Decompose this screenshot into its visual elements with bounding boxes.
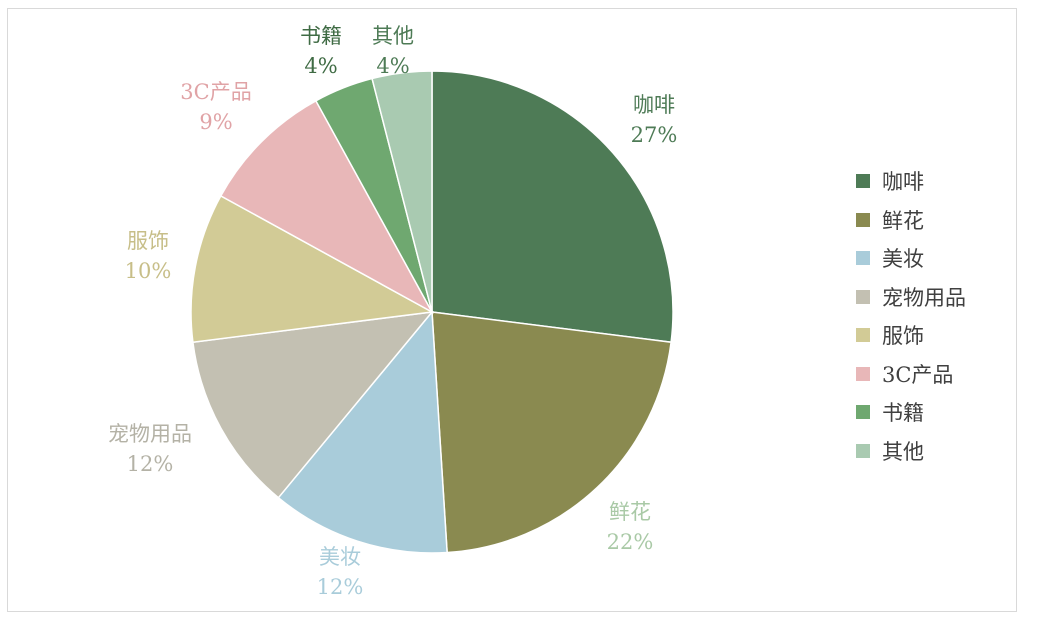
- slice-label-percent: 12%: [316, 575, 364, 599]
- legend-swatch: [856, 443, 870, 458]
- chart-legend: 咖啡鲜花美妆宠物用品服饰 3C产品书籍其他: [856, 162, 966, 470]
- slice-label-percent: 12%: [126, 452, 174, 476]
- legend-swatch: [856, 174, 870, 189]
- slice-label-name: 鲜花: [609, 500, 651, 524]
- legend-item-6: 3C产品: [856, 355, 966, 394]
- slice-label-6: 3C产品 9%: [180, 77, 251, 137]
- slice-label-percent: 27%: [630, 123, 678, 147]
- legend-label: 宠物用品: [882, 285, 966, 310]
- legend-item-3: 美妆: [856, 239, 966, 278]
- slice-label-3: 美妆 12%: [317, 542, 364, 602]
- pie-slice-3: [277, 310, 448, 554]
- slice-label-name: 3C产品: [180, 80, 252, 104]
- pie-slice-5: [190, 194, 435, 344]
- slice-label-name: 宠物用品: [108, 422, 192, 446]
- slice-label-8: 其他 4%: [372, 21, 414, 81]
- slice-label-7: 书籍 4%: [300, 21, 342, 81]
- legend-swatch: [856, 405, 870, 420]
- slice-label-percent: 22%: [606, 530, 654, 554]
- legend-label: 美妆: [882, 247, 924, 272]
- slice-label-percent: 4%: [376, 54, 410, 78]
- legend-item-4: 宠物用品: [856, 278, 966, 317]
- pie-slice-4: [192, 311, 434, 499]
- legend-swatch: [856, 251, 870, 266]
- slice-label-1: 咖啡 27%: [631, 90, 678, 150]
- slice-label-percent: 4%: [304, 54, 338, 78]
- legend-label: 咖啡: [882, 170, 924, 195]
- legend-label: 服饰: [882, 324, 924, 349]
- legend-swatch: [856, 366, 870, 381]
- slice-label-percent: 9%: [199, 110, 233, 134]
- legend-item-2: 鲜花: [856, 201, 966, 240]
- slice-label-name: 书籍: [300, 24, 342, 48]
- legend-label: 其他: [882, 439, 924, 464]
- pie-slice-1: [431, 70, 674, 344]
- legend-label: 3C产品: [882, 362, 954, 387]
- slice-label-name: 美妆: [319, 545, 361, 569]
- pie-slice-2: [431, 311, 672, 554]
- legend-item-8: 其他: [856, 432, 966, 471]
- legend-item-5: 服饰: [856, 316, 966, 355]
- pie-slice-6: [219, 99, 434, 314]
- pie-slice-8: [371, 70, 433, 313]
- slice-label-name: 其他: [372, 24, 414, 48]
- legend-item-7: 书籍: [856, 393, 966, 432]
- slice-label-name: 咖啡: [633, 93, 675, 117]
- legend-swatch: [856, 289, 870, 304]
- legend-swatch: [856, 328, 870, 343]
- slice-label-name: 服饰: [127, 229, 169, 253]
- legend-label: 书籍: [882, 401, 924, 426]
- legend-item-1: 咖啡: [856, 162, 966, 201]
- slice-label-4: 宠物用品 12%: [108, 419, 192, 479]
- legend-swatch: [856, 212, 870, 227]
- legend-label: 鲜花: [882, 208, 924, 233]
- slice-label-5: 服饰 10%: [125, 226, 172, 286]
- slice-label-percent: 10%: [124, 259, 172, 283]
- slice-label-2: 鲜花 22%: [607, 497, 654, 557]
